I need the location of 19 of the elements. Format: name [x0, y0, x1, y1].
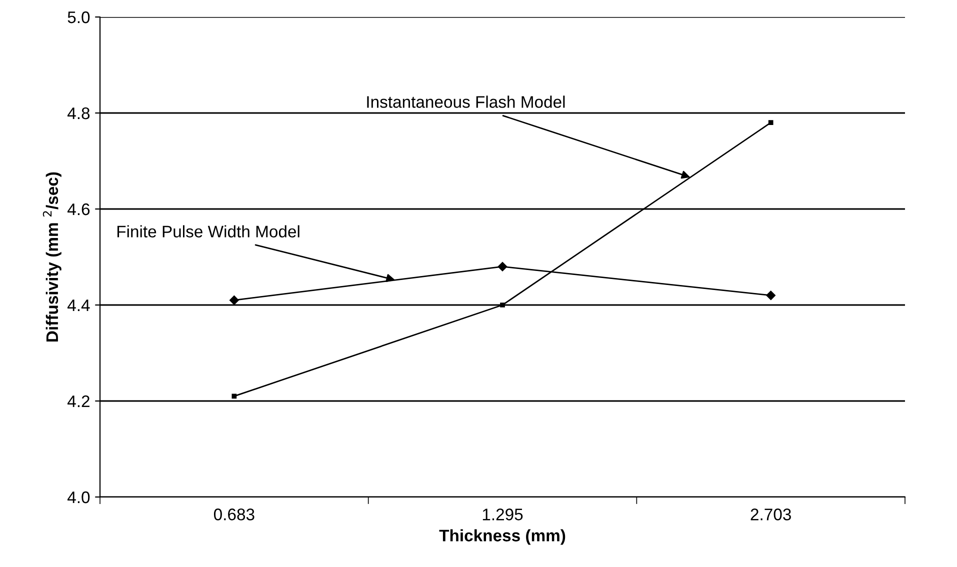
point	[766, 290, 776, 300]
y-tick-label: 4.0	[67, 491, 90, 504]
y-tick-label: 4.8	[67, 107, 90, 120]
point	[500, 302, 505, 308]
text: Instantaneous Flash Model	[367, 96, 565, 108]
y-tick-label: 5.0	[68, 11, 90, 24]
point	[232, 394, 237, 399]
y-tick-label: 4.4	[67, 300, 90, 312]
x-axis-title: Thickness (mm)	[439, 529, 566, 545]
y-tick-label: 4.6	[67, 203, 90, 216]
point	[230, 296, 239, 305]
x-tick-label: 1.295	[482, 508, 523, 520]
x-tick-label: 0.683	[214, 508, 254, 520]
point	[498, 262, 508, 272]
point	[768, 120, 774, 126]
y-axis-title: Diffusivity (mm $^{2}$/sec)	[42, 172, 62, 342]
x-tick-label: 2.703	[750, 508, 791, 520]
text: Finite Pulse Width Model	[117, 225, 300, 238]
y-tick-label: 4.2	[67, 395, 90, 408]
